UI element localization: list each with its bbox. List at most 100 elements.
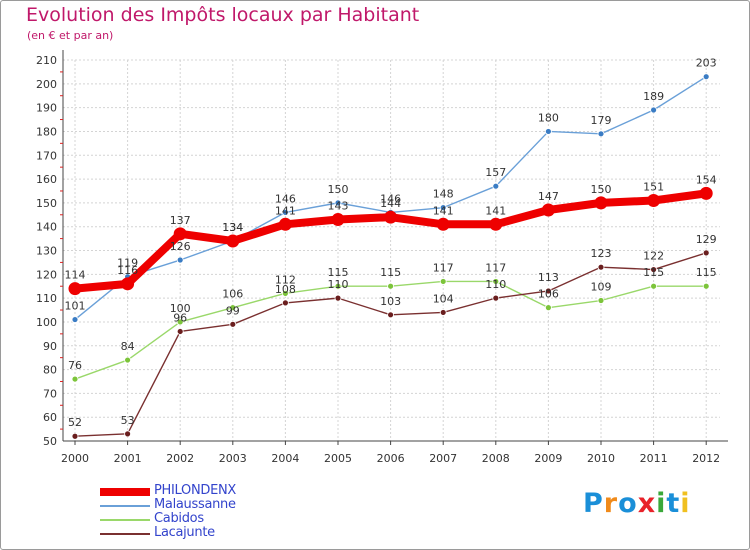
y-tick-label: 90 [43, 340, 57, 353]
data-label: 114 [65, 269, 86, 282]
data-point [702, 249, 710, 257]
data-label: 137 [170, 214, 191, 227]
data-point [439, 204, 447, 212]
data-label: 115 [328, 266, 349, 279]
proxiti-logo: Proxiti [583, 488, 691, 519]
data-label: 134 [222, 221, 243, 234]
data-label: 76 [68, 359, 82, 372]
data-label: 108 [275, 283, 296, 296]
data-label: 115 [696, 266, 717, 279]
data-point [702, 73, 710, 81]
x-tick-label: 2003 [219, 452, 247, 465]
x-tick-label: 2001 [114, 452, 142, 465]
data-label: 113 [538, 271, 559, 284]
data-label: 53 [121, 414, 135, 427]
data-label: 141 [275, 204, 296, 217]
y-tick-label: 190 [36, 102, 57, 115]
data-point [226, 234, 240, 248]
y-tick-label: 100 [36, 316, 57, 329]
data-point [278, 217, 292, 231]
chart-subtitle: (en € et par an) [27, 29, 114, 42]
logo-letter: i [680, 488, 691, 519]
data-point [545, 287, 552, 295]
data-label: 103 [380, 295, 401, 308]
data-label: 134 [222, 221, 243, 234]
logo-letter: t [666, 488, 681, 519]
data-label: 150 [591, 183, 612, 196]
data-label: 189 [643, 90, 664, 103]
data-point [492, 294, 500, 302]
data-point [387, 311, 395, 319]
y-tick-label: 120 [36, 268, 57, 281]
data-label: 179 [591, 114, 612, 127]
data-label: 106 [222, 288, 243, 301]
y-tick-label: 210 [36, 54, 57, 67]
chart-title: Evolution des Impôts locaux par Habitant [26, 4, 420, 26]
data-label: 116 [117, 264, 138, 277]
data-point [281, 208, 289, 216]
logo-letter: x [637, 488, 657, 519]
data-label: 101 [65, 300, 86, 313]
y-tick-label: 70 [43, 387, 57, 400]
x-tick-label: 2004 [271, 452, 299, 465]
data-label: 106 [538, 288, 559, 301]
data-label: 129 [696, 233, 717, 246]
y-tick-label: 110 [36, 292, 57, 305]
x-tick-label: 2012 [692, 452, 720, 465]
data-point [281, 299, 289, 307]
data-label: 104 [433, 292, 454, 305]
logo-letter: i [656, 488, 667, 519]
y-tick-label: 180 [36, 125, 57, 138]
data-label: 122 [643, 250, 664, 263]
y-tick-label: 140 [36, 221, 57, 234]
data-label: 84 [121, 340, 135, 353]
data-point [124, 430, 131, 438]
data-label: 117 [433, 261, 454, 274]
data-point [68, 282, 82, 296]
data-point [545, 128, 552, 135]
data-label: 100 [170, 302, 191, 315]
legend-swatch [100, 505, 150, 507]
data-label: 203 [696, 57, 717, 70]
data-point [597, 130, 605, 138]
y-tick-label: 80 [43, 364, 57, 377]
data-point [597, 263, 605, 271]
data-point [492, 278, 500, 285]
data-point [597, 297, 605, 304]
data-label: 141 [485, 204, 506, 217]
data-point [229, 304, 237, 312]
data-label: 52 [68, 416, 82, 429]
x-tick-label: 2008 [482, 452, 510, 465]
data-label: 151 [643, 180, 664, 193]
data-point [489, 217, 503, 231]
data-label: 115 [643, 266, 664, 279]
data-label: 110 [485, 278, 506, 291]
legend-label: Cabidos [154, 511, 204, 526]
data-point [541, 203, 555, 217]
x-tick-label: 2009 [534, 452, 562, 465]
data-point [71, 432, 79, 440]
y-tick-label: 60 [43, 411, 57, 424]
x-tick-label: 2010 [587, 452, 615, 465]
data-point [334, 199, 342, 207]
data-point [334, 282, 342, 290]
y-tick-label: 200 [36, 78, 57, 91]
data-label: 146 [380, 192, 401, 205]
data-label: 146 [275, 192, 296, 205]
data-label: 154 [696, 173, 717, 186]
data-point [439, 278, 447, 285]
logo-letter: r [603, 488, 619, 519]
data-point [384, 210, 398, 224]
data-label: 119 [117, 257, 138, 270]
data-point [647, 193, 661, 207]
data-label: 126 [170, 240, 191, 253]
data-point [71, 375, 79, 383]
data-label: 141 [433, 204, 454, 217]
x-tick-label: 2002 [166, 452, 194, 465]
data-point [439, 309, 447, 316]
data-point [331, 213, 345, 227]
logo-letter: P [583, 488, 604, 519]
data-point [124, 356, 131, 364]
data-point [699, 186, 713, 200]
data-point [334, 294, 342, 302]
